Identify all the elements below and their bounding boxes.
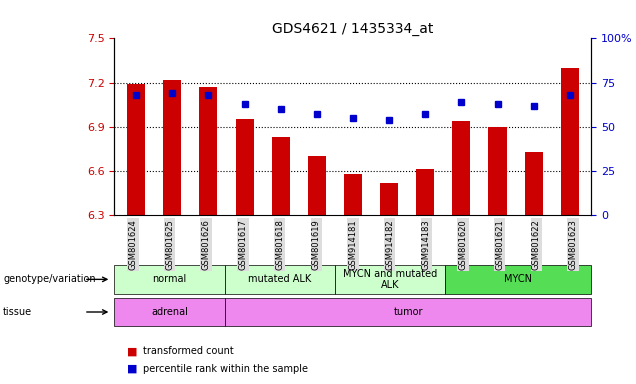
Text: GSM801619: GSM801619 [312,219,321,270]
Bar [416,169,434,215]
Text: genotype/variation: genotype/variation [3,274,96,285]
Bar [200,87,218,215]
Bar [488,127,506,215]
Text: GSM914182: GSM914182 [385,219,394,270]
Text: GSM801617: GSM801617 [238,219,247,270]
Bar [272,137,290,215]
Bar [380,183,398,215]
Text: percentile rank within the sample: percentile rank within the sample [143,364,308,374]
Text: ■: ■ [127,364,138,374]
Text: GSM801620: GSM801620 [459,219,467,270]
Bar [561,68,579,215]
Text: tumor: tumor [393,307,423,317]
Text: adrenal: adrenal [151,307,188,317]
Text: GSM801618: GSM801618 [275,219,284,270]
Text: normal: normal [153,274,186,285]
Text: GSM914183: GSM914183 [422,219,431,270]
Text: MYCN and mutated
ALK: MYCN and mutated ALK [343,268,437,290]
Bar [308,156,326,215]
Bar [235,119,254,215]
Text: GSM914181: GSM914181 [349,219,357,270]
Text: MYCN: MYCN [504,274,532,285]
Text: tissue: tissue [3,307,32,317]
Bar [344,174,362,215]
Bar [163,79,181,215]
Text: GSM801624: GSM801624 [128,219,137,270]
Title: GDS4621 / 1435334_at: GDS4621 / 1435334_at [272,22,434,36]
Bar [127,84,145,215]
Bar [452,121,471,215]
Text: GSM801622: GSM801622 [532,219,541,270]
Text: mutated ALK: mutated ALK [248,274,311,285]
Text: GSM801626: GSM801626 [202,219,211,270]
Text: transformed count: transformed count [143,346,234,356]
Text: ■: ■ [127,346,138,356]
Text: GSM801623: GSM801623 [569,219,577,270]
Bar [525,152,543,215]
Text: GSM801621: GSM801621 [495,219,504,270]
Text: GSM801625: GSM801625 [165,219,174,270]
